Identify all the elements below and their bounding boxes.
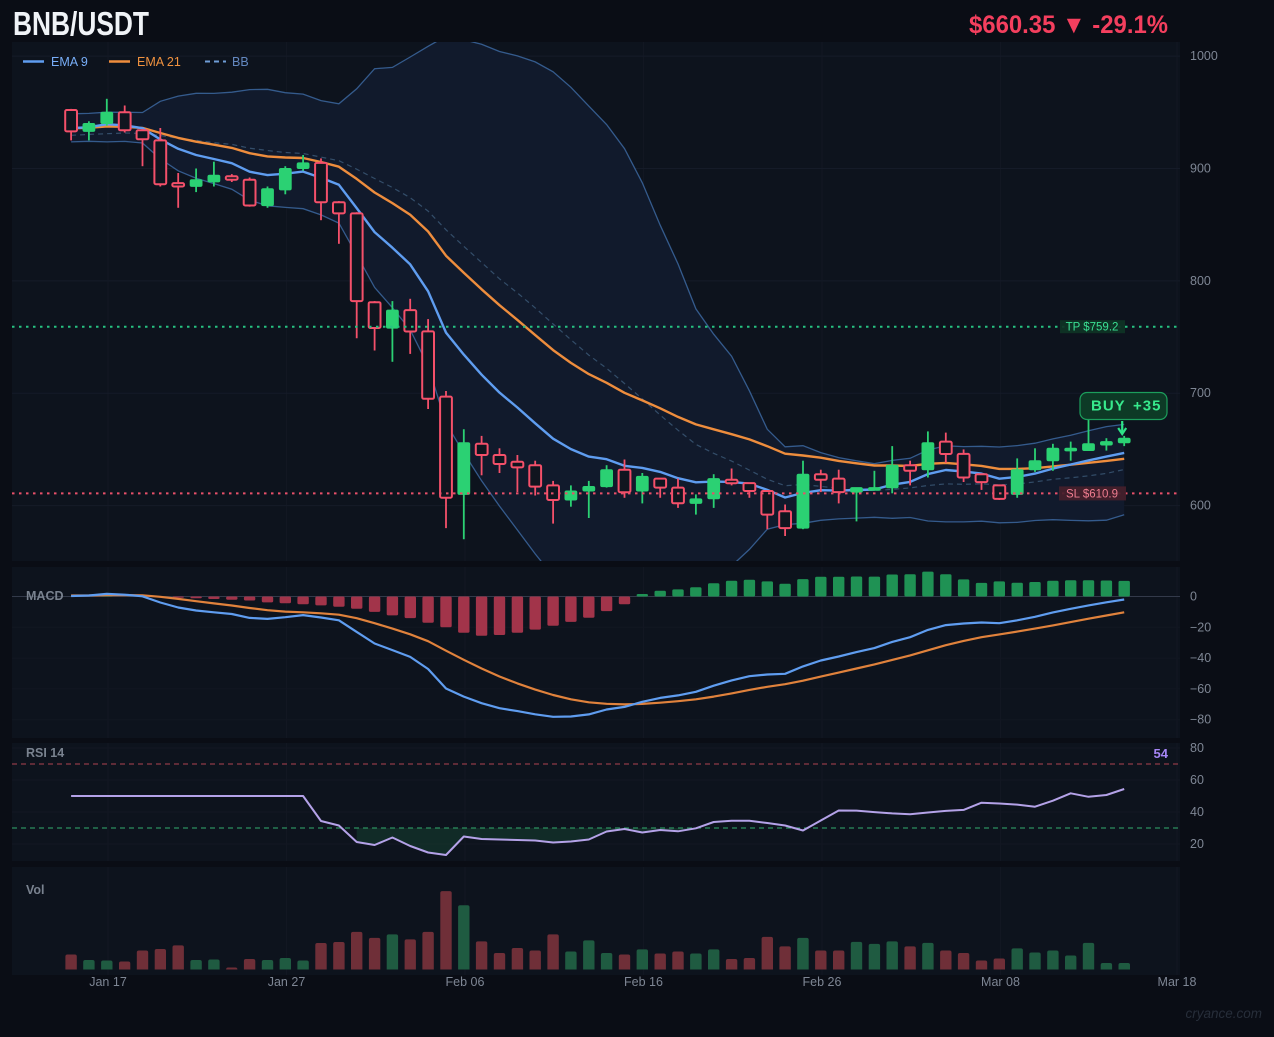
svg-text:0: 0	[1190, 590, 1197, 604]
svg-text:1000: 1000	[1190, 49, 1218, 63]
svg-text:40: 40	[1190, 805, 1204, 819]
svg-text:54: 54	[1154, 746, 1169, 761]
svg-text:MACD: MACD	[26, 589, 64, 603]
svg-text:−20: −20	[1190, 620, 1211, 634]
svg-text:cryance.com: cryance.com	[1185, 1006, 1262, 1021]
svg-text:SL $610.9: SL $610.9	[1066, 488, 1118, 500]
svg-text:BB: BB	[232, 55, 249, 69]
svg-text:Jan 17: Jan 17	[89, 975, 127, 989]
svg-text:EMA 9: EMA 9	[51, 55, 88, 69]
svg-text:700: 700	[1190, 386, 1211, 400]
svg-text:Feb 06: Feb 06	[446, 975, 485, 989]
svg-text:$660.35 ▼ -29.1%: $660.35 ▼ -29.1%	[969, 11, 1168, 39]
svg-text:600: 600	[1190, 499, 1211, 513]
svg-text:−80: −80	[1190, 713, 1211, 727]
svg-text:+35: +35	[1133, 398, 1161, 415]
svg-text:Jan 27: Jan 27	[268, 975, 306, 989]
svg-text:20: 20	[1190, 837, 1204, 851]
svg-text:Feb 26: Feb 26	[803, 975, 842, 989]
svg-text:−40: −40	[1190, 651, 1211, 665]
svg-text:BNB/USDT: BNB/USDT	[13, 5, 149, 42]
svg-text:Feb 16: Feb 16	[624, 975, 663, 989]
svg-text:BUY: BUY	[1091, 398, 1126, 415]
svg-text:Vol: Vol	[26, 883, 45, 897]
svg-text:−60: −60	[1190, 682, 1211, 696]
svg-text:60: 60	[1190, 773, 1204, 787]
svg-text:RSI 14: RSI 14	[26, 746, 64, 760]
svg-text:EMA 21: EMA 21	[137, 55, 181, 69]
svg-text:900: 900	[1190, 162, 1211, 176]
svg-text:Mar 18: Mar 18	[1158, 975, 1197, 989]
svg-text:Mar 08: Mar 08	[981, 975, 1020, 989]
svg-text:800: 800	[1190, 274, 1211, 288]
svg-text:TP $759.2: TP $759.2	[1066, 322, 1119, 334]
svg-text:80: 80	[1190, 741, 1204, 755]
